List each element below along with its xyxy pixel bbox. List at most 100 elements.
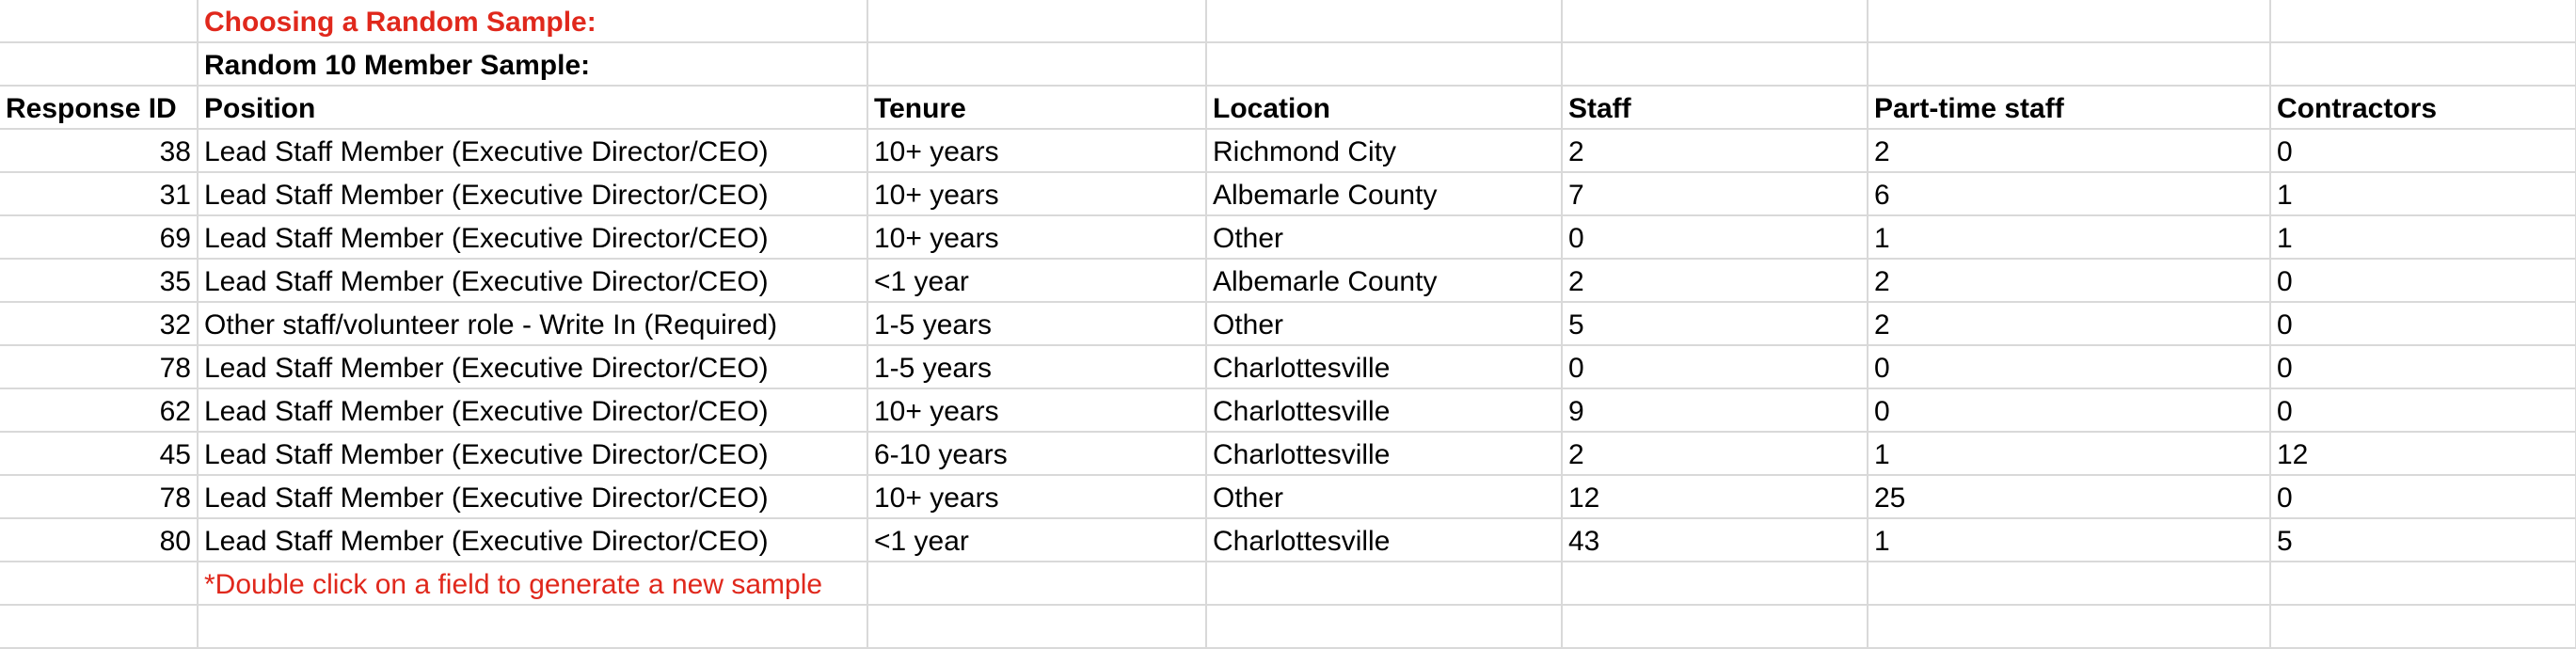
cell[interactable] [867,0,1207,43]
cell[interactable] [0,562,199,606]
header-staff[interactable]: Staff [1562,86,1868,130]
cell-position[interactable]: Lead Staff Member (Executive Director/CE… [198,518,868,562]
cell-response-id[interactable]: 80 [0,518,199,562]
cell-position[interactable]: Lead Staff Member (Executive Director/CE… [198,259,868,303]
cell-part-time-staff[interactable]: 6 [1868,172,2271,216]
cell-staff[interactable]: 0 [1562,215,1868,260]
header-contractors[interactable]: Contractors [2270,86,2576,130]
sheet-note[interactable]: *Double click on a field to generate a n… [198,562,868,606]
cell-response-id[interactable]: 78 [0,345,199,389]
cell[interactable] [1868,0,2271,43]
cell[interactable] [867,562,1207,606]
cell-location[interactable]: Albemarle County [1206,172,1563,216]
cell-tenure[interactable]: 1-5 years [867,345,1207,389]
sheet-title[interactable]: Choosing a Random Sample: [198,0,868,43]
cell-contractors[interactable]: 0 [2270,475,2576,519]
cell[interactable] [0,605,199,649]
cell-location[interactable]: Albemarle County [1206,259,1563,303]
cell[interactable] [0,0,199,43]
cell-part-time-staff[interactable]: 0 [1868,345,2271,389]
cell-tenure[interactable]: 1-5 years [867,302,1207,346]
cell[interactable] [1562,0,1868,43]
cell-contractors[interactable]: 0 [2270,129,2576,173]
cell-tenure[interactable]: <1 year [867,259,1207,303]
cell-response-id[interactable]: 45 [0,432,199,476]
cell-location[interactable]: Charlottesville [1206,432,1563,476]
cell-response-id[interactable]: 78 [0,475,199,519]
cell[interactable] [1206,562,1563,606]
cell-contractors[interactable]: 0 [2270,259,2576,303]
cell-staff[interactable]: 0 [1562,345,1868,389]
cell[interactable] [0,42,199,87]
cell-contractors[interactable]: 1 [2270,172,2576,216]
cell-contractors[interactable]: 0 [2270,388,2576,433]
cell-part-time-staff[interactable]: 2 [1868,302,2271,346]
cell-position[interactable]: Lead Staff Member (Executive Director/CE… [198,215,868,260]
cell-position[interactable]: Lead Staff Member (Executive Director/CE… [198,172,868,216]
cell-location[interactable]: Other [1206,302,1563,346]
cell-staff[interactable]: 7 [1562,172,1868,216]
cell-part-time-staff[interactable]: 2 [1868,129,2271,173]
cell-location[interactable]: Other [1206,215,1563,260]
cell[interactable] [867,42,1207,87]
cell[interactable] [1562,562,1868,606]
cell[interactable] [1206,42,1563,87]
cell-position[interactable]: Lead Staff Member (Executive Director/CE… [198,432,868,476]
cell-tenure[interactable]: 6-10 years [867,432,1207,476]
cell[interactable] [2270,0,2576,43]
cell[interactable] [1206,605,1563,649]
cell[interactable] [198,605,868,649]
cell[interactable] [1868,562,2271,606]
header-position[interactable]: Position [198,86,868,130]
header-tenure[interactable]: Tenure [867,86,1207,130]
cell[interactable] [1562,42,1868,87]
cell-staff[interactable]: 43 [1562,518,1868,562]
cell-position[interactable]: Lead Staff Member (Executive Director/CE… [198,345,868,389]
cell-response-id[interactable]: 62 [0,388,199,433]
sheet-subtitle[interactable]: Random 10 Member Sample: [198,42,868,87]
header-location[interactable]: Location [1206,86,1563,130]
cell-part-time-staff[interactable]: 1 [1868,432,2271,476]
cell[interactable] [1206,0,1563,43]
cell-part-time-staff[interactable]: 1 [1868,518,2271,562]
cell-position[interactable]: Lead Staff Member (Executive Director/CE… [198,129,868,173]
cell-staff[interactable]: 9 [1562,388,1868,433]
cell-location[interactable]: Richmond City [1206,129,1563,173]
cell-tenure[interactable]: 10+ years [867,388,1207,433]
cell[interactable] [1868,42,2271,87]
cell-location[interactable]: Charlottesville [1206,518,1563,562]
cell[interactable] [1562,605,1868,649]
cell-part-time-staff[interactable]: 25 [1868,475,2271,519]
cell-staff[interactable]: 2 [1562,259,1868,303]
cell-tenure[interactable]: 10+ years [867,215,1207,260]
cell-location[interactable]: Charlottesville [1206,345,1563,389]
cell-tenure[interactable]: 10+ years [867,172,1207,216]
cell-response-id[interactable]: 69 [0,215,199,260]
cell-staff[interactable]: 2 [1562,129,1868,173]
cell[interactable] [2270,562,2576,606]
cell-response-id[interactable]: 32 [0,302,199,346]
cell-tenure[interactable]: 10+ years [867,475,1207,519]
cell-response-id[interactable]: 35 [0,259,199,303]
cell-position[interactable]: Lead Staff Member (Executive Director/CE… [198,475,868,519]
cell[interactable] [1868,605,2271,649]
header-part-time-staff[interactable]: Part-time staff [1868,86,2271,130]
cell-location[interactable]: Charlottesville [1206,388,1563,433]
cell-contractors[interactable]: 12 [2270,432,2576,476]
cell-contractors[interactable]: 0 [2270,302,2576,346]
cell-part-time-staff[interactable]: 0 [1868,388,2271,433]
cell-location[interactable]: Other [1206,475,1563,519]
cell-contractors[interactable]: 1 [2270,215,2576,260]
cell[interactable] [2270,42,2576,87]
header-response-id[interactable]: Response ID [0,86,199,130]
cell-position[interactable]: Lead Staff Member (Executive Director/CE… [198,388,868,433]
cell-staff[interactable]: 5 [1562,302,1868,346]
cell[interactable] [867,605,1207,649]
cell-tenure[interactable]: 10+ years [867,129,1207,173]
cell-part-time-staff[interactable]: 1 [1868,215,2271,260]
cell-staff[interactable]: 2 [1562,432,1868,476]
cell-part-time-staff[interactable]: 2 [1868,259,2271,303]
cell-staff[interactable]: 12 [1562,475,1868,519]
cell-response-id[interactable]: 38 [0,129,199,173]
cell-position[interactable]: Other staff/volunteer role - Write In (R… [198,302,868,346]
